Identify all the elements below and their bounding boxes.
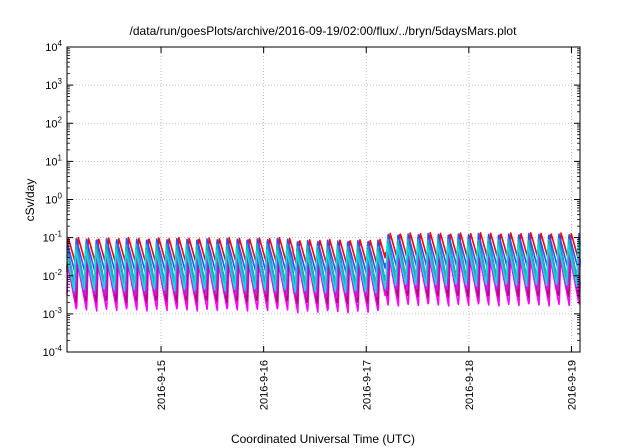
y-tick-label: 10-1 [43, 230, 63, 245]
y-tick-label: 103 [45, 77, 62, 92]
plot-frame [66, 46, 581, 353]
x-tick-label: 2016-9-15 [156, 360, 168, 410]
chart-title: /data/run/goesPlots/archive/2016-09-19/0… [130, 24, 518, 38]
series-line [66, 243, 581, 294]
x-tick-label: 2016-9-16 [259, 360, 271, 410]
series-line [66, 258, 581, 314]
y-tick-label: 104 [45, 39, 62, 54]
y-axis-label: cSv/day [23, 179, 37, 222]
y-tick-label: 10-2 [43, 268, 63, 283]
series-line [66, 237, 581, 287]
y-tick-label: 101 [45, 153, 62, 168]
x-tick-label: 2016-9-17 [361, 360, 373, 410]
y-tick-label: 102 [45, 115, 62, 130]
series-line [66, 232, 581, 276]
y-tick-label: 10-4 [43, 344, 63, 359]
series-line [66, 231, 581, 272]
y-tick-label: 10-3 [43, 306, 63, 321]
x-axis-label: Coordinated Universal Time (UTC) [231, 432, 415, 446]
x-tick-label: 2016-9-19 [566, 360, 578, 410]
series-layer [66, 231, 581, 314]
y-ticks: 10-4 10-3 10-2 10-1 100 101 102 103 104 [43, 39, 580, 359]
x-ticks: 2016-9-15 2016-9-16 2016-9-17 2016-9-18 2016… [156, 47, 578, 410]
y-tick-label: 100 [45, 192, 62, 207]
grid [67, 47, 580, 352]
x-tick-label: 2016-9-18 [464, 360, 476, 410]
